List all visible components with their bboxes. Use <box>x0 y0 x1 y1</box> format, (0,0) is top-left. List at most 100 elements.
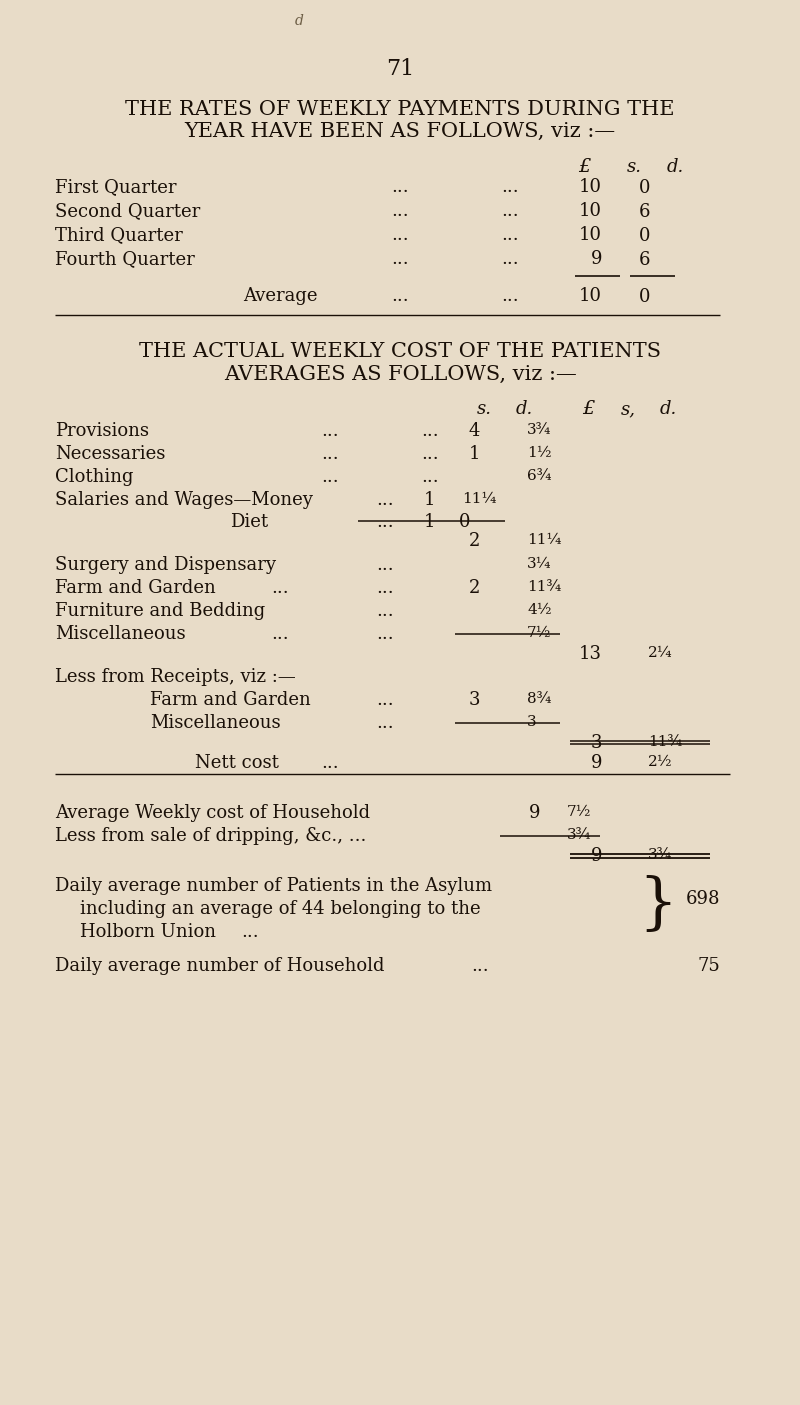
Text: THE ACTUAL WEEKLY COST OF THE PATIENTS: THE ACTUAL WEEKLY COST OF THE PATIENTS <box>139 341 661 361</box>
Text: ...: ... <box>376 490 394 509</box>
Text: Daily average number of Patients in the Asylum: Daily average number of Patients in the … <box>55 877 492 895</box>
Text: 1: 1 <box>423 490 435 509</box>
Text: 11¼: 11¼ <box>527 532 562 547</box>
Text: 3: 3 <box>469 691 480 710</box>
Text: 4½: 4½ <box>527 603 552 617</box>
Text: Third Quarter: Third Quarter <box>55 226 182 244</box>
Text: ...: ... <box>501 202 519 221</box>
Text: ...: ... <box>376 513 394 531</box>
Text: 1½: 1½ <box>527 445 552 459</box>
Text: 6: 6 <box>638 202 650 221</box>
Text: ...: ... <box>376 579 394 597</box>
Text: Miscellaneous: Miscellaneous <box>150 714 281 732</box>
Text: 698: 698 <box>686 889 720 908</box>
Text: Nett cost: Nett cost <box>195 754 279 771</box>
Text: ...: ... <box>391 202 409 221</box>
Text: ...: ... <box>391 226 409 244</box>
Text: ...: ... <box>501 250 519 268</box>
Text: 0: 0 <box>638 228 650 244</box>
Text: 3¾: 3¾ <box>527 423 551 437</box>
Text: 0: 0 <box>638 288 650 306</box>
Text: 71: 71 <box>386 58 414 80</box>
Text: Fourth Quarter: Fourth Quarter <box>55 250 194 268</box>
Text: 0: 0 <box>459 513 470 531</box>
Text: ...: ... <box>321 468 339 486</box>
Text: d: d <box>295 14 304 28</box>
Text: 7½: 7½ <box>527 627 551 641</box>
Text: YEAR HAVE BEEN AS FOLLOWS, viz :—: YEAR HAVE BEEN AS FOLLOWS, viz :— <box>185 122 615 140</box>
Text: 2: 2 <box>469 532 480 549</box>
Text: d.: d. <box>516 400 534 419</box>
Text: ...: ... <box>501 287 519 305</box>
Text: 11¼: 11¼ <box>462 492 496 506</box>
Text: Salaries and Wages—Money: Salaries and Wages—Money <box>55 490 313 509</box>
Text: First Quarter: First Quarter <box>55 178 177 197</box>
Text: £: £ <box>582 400 594 419</box>
Text: Necessaries: Necessaries <box>55 445 166 464</box>
Text: 9: 9 <box>590 847 602 865</box>
Text: 1: 1 <box>423 513 435 531</box>
Text: £: £ <box>578 157 590 176</box>
Text: 13: 13 <box>579 645 602 663</box>
Text: 3¼: 3¼ <box>527 556 551 570</box>
Text: s.: s. <box>477 400 492 419</box>
Text: ...: ... <box>321 445 339 464</box>
Text: 2: 2 <box>469 579 480 597</box>
Text: ...: ... <box>501 226 519 244</box>
Text: 3: 3 <box>527 715 537 729</box>
Text: Clothing: Clothing <box>55 468 134 486</box>
Text: 10: 10 <box>579 287 602 305</box>
Text: ...: ... <box>421 422 439 440</box>
Text: 3: 3 <box>590 733 602 752</box>
Text: s,: s, <box>621 400 636 419</box>
Text: Furniture and Bedding: Furniture and Bedding <box>55 601 266 620</box>
Text: ...: ... <box>376 691 394 710</box>
Text: 2¼: 2¼ <box>648 646 673 660</box>
Text: Farm and Garden: Farm and Garden <box>55 579 216 597</box>
Text: Surgery and Dispensary: Surgery and Dispensary <box>55 556 276 575</box>
Text: 11¾: 11¾ <box>527 580 562 594</box>
Text: Average: Average <box>242 287 318 305</box>
Text: ...: ... <box>471 957 489 975</box>
Text: ...: ... <box>241 923 259 941</box>
Text: ...: ... <box>321 422 339 440</box>
Text: Average Weekly cost of Household: Average Weekly cost of Household <box>55 804 370 822</box>
Text: ...: ... <box>391 287 409 305</box>
Text: ...: ... <box>271 625 289 643</box>
Text: 10: 10 <box>579 202 602 221</box>
Text: d.: d. <box>667 157 684 176</box>
Text: ...: ... <box>501 178 519 197</box>
Text: 9: 9 <box>590 754 602 771</box>
Text: 3¾: 3¾ <box>567 828 591 842</box>
Text: 9: 9 <box>590 250 602 268</box>
Text: 1: 1 <box>469 445 480 464</box>
Text: 75: 75 <box>698 957 720 975</box>
Text: Less from sale of dripping, &c., ...: Less from sale of dripping, &c., ... <box>55 828 366 844</box>
Text: ...: ... <box>421 468 439 486</box>
Text: Farm and Garden: Farm and Garden <box>150 691 310 710</box>
Text: d.: d. <box>660 400 678 419</box>
Text: 2½: 2½ <box>648 754 673 769</box>
Text: ...: ... <box>376 601 394 620</box>
Text: 9: 9 <box>529 804 540 822</box>
Text: s.: s. <box>627 157 642 176</box>
Text: 6¾: 6¾ <box>527 469 551 483</box>
Text: 6: 6 <box>638 251 650 268</box>
Text: 7½: 7½ <box>567 805 591 819</box>
Text: ...: ... <box>391 250 409 268</box>
Text: 3¾: 3¾ <box>648 849 672 863</box>
Text: 10: 10 <box>579 178 602 197</box>
Text: Provisions: Provisions <box>55 422 149 440</box>
Text: ...: ... <box>271 579 289 597</box>
Text: ...: ... <box>421 445 439 464</box>
Text: Holborn Union: Holborn Union <box>80 923 216 941</box>
Text: Second Quarter: Second Quarter <box>55 202 200 221</box>
Text: 8¾: 8¾ <box>527 693 551 705</box>
Text: Daily average number of Household: Daily average number of Household <box>55 957 385 975</box>
Text: Diet: Diet <box>230 513 268 531</box>
Text: THE RATES OF WEEKLY PAYMENTS DURING THE: THE RATES OF WEEKLY PAYMENTS DURING THE <box>126 100 674 119</box>
Text: ...: ... <box>376 556 394 575</box>
Text: ...: ... <box>376 714 394 732</box>
Text: ...: ... <box>391 178 409 197</box>
Text: 0: 0 <box>638 178 650 197</box>
